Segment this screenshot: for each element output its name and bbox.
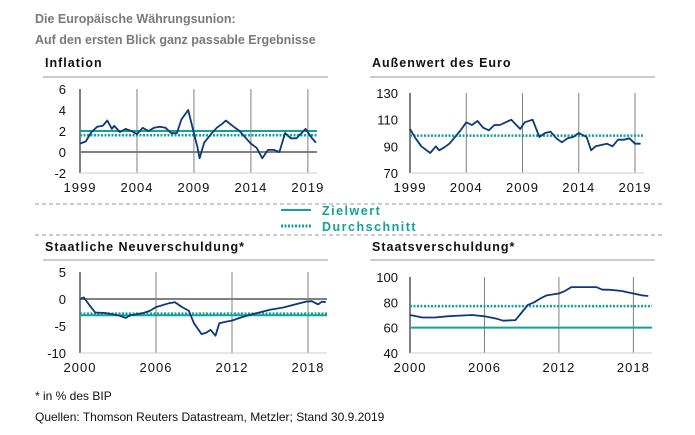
- x-tick-label: 2012: [216, 360, 249, 375]
- x-tick-label: 2006: [468, 360, 501, 375]
- series-line: [79, 296, 326, 337]
- y-tick-label: 60: [384, 321, 398, 336]
- chart-panel-4: Staatsverschuldung* 2000 2006 2012 2018 100 80…: [370, 240, 655, 375]
- series-line: [409, 286, 649, 322]
- source-note: Quellen: Thomson Reuters Datastream, Met…: [35, 410, 385, 424]
- x-tick-label: 2014: [562, 180, 595, 195]
- legend: Zielwert Durchschnitt: [281, 204, 417, 234]
- panel-title: Staatsverschuldung*: [372, 240, 515, 254]
- x-tick-label: 2004: [121, 180, 154, 195]
- y-tick-label: -5: [54, 319, 66, 334]
- y-tick-label: 90: [384, 139, 398, 154]
- figure-subtitle: Auf den ersten Blick ganz passable Ergeb…: [35, 33, 316, 47]
- panel-title: Außenwert des Euro: [372, 56, 512, 70]
- y-tick-label: 0: [59, 145, 66, 160]
- x-tick-label: 1999: [394, 180, 427, 195]
- series-line: [79, 109, 317, 160]
- x-tick-label: 2014: [234, 180, 267, 195]
- y-tick-label: -10: [47, 346, 66, 361]
- y-tick-label: 70: [384, 166, 398, 181]
- series-line: [409, 118, 641, 154]
- x-tick-label: 2019: [291, 180, 324, 195]
- legend-target-label: Zielwert: [322, 204, 381, 218]
- legend-average-label: Durchschnitt: [322, 220, 417, 234]
- y-tick-label: 40: [384, 346, 398, 361]
- panel-title: Inflation: [45, 56, 103, 70]
- panel-title: Staatliche Neuverschuldung*: [45, 240, 245, 254]
- x-tick-label: 2009: [177, 180, 210, 195]
- y-tick-label: 5: [59, 265, 66, 280]
- x-tick-label: 2006: [140, 360, 173, 375]
- y-tick-label: 0: [59, 292, 66, 307]
- chart-panel-3: Staatliche Neuverschuldung* 2000 2006 2012 2…: [43, 240, 328, 375]
- figure-title: Die Europäische Währungsunion:: [35, 12, 236, 26]
- x-tick-label: 2000: [64, 360, 97, 375]
- footnote: * in % des BIP: [35, 389, 112, 403]
- x-tick-label: 2009: [506, 180, 539, 195]
- y-tick-label: 2: [59, 124, 66, 139]
- x-tick-label: 2018: [617, 360, 650, 375]
- chart-panel-1: Inflation 1999 2004 2009 2014 2019 6 4 2 0 -2: [43, 56, 328, 195]
- x-tick-label: 2018: [292, 360, 325, 375]
- y-tick-label: 80: [384, 295, 398, 310]
- y-tick-label: -2: [54, 166, 66, 181]
- y-tick-label: 4: [59, 103, 66, 118]
- y-tick-label: 6: [59, 82, 66, 97]
- x-tick-label: 2004: [450, 180, 483, 195]
- x-tick-label: 2000: [394, 360, 427, 375]
- y-tick-label: 100: [376, 270, 398, 285]
- y-tick-label: 110: [377, 113, 398, 128]
- x-tick-label: 2019: [619, 180, 652, 195]
- x-tick-label: 2012: [542, 360, 575, 375]
- y-tick-label: 130: [376, 86, 398, 101]
- chart-panel-2: Außenwert des Euro 1999 2004 2009 2014 2019 13…: [370, 56, 655, 195]
- x-tick-label: 1999: [64, 180, 97, 195]
